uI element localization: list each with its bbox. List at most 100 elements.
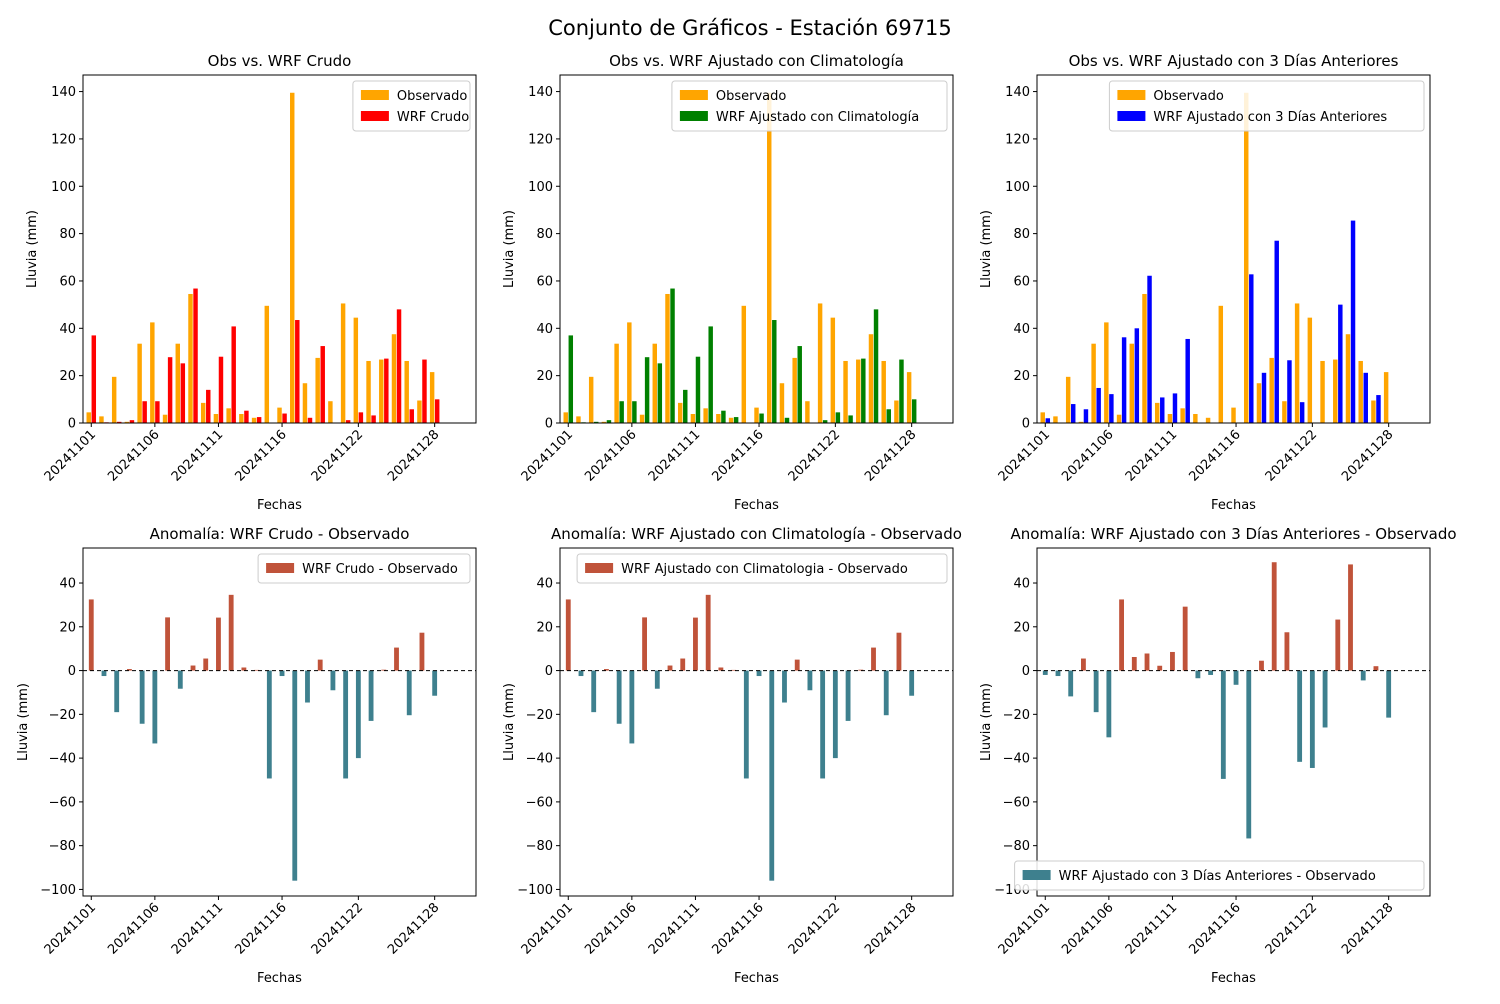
bar-observado — [754, 408, 758, 423]
bar-observado — [742, 306, 746, 423]
x-tick-label: 20241122 — [786, 427, 843, 484]
x-tick-label: 20241122 — [1263, 427, 1320, 484]
bar-observado — [1295, 303, 1299, 423]
bar-anomaly — [216, 618, 221, 671]
bar-anomaly — [591, 671, 596, 713]
bar-anomaly — [280, 671, 285, 676]
y-tick-label: −60 — [1003, 795, 1030, 810]
bar-anomaly — [579, 671, 584, 676]
x-tick-label: 20241106 — [582, 427, 639, 484]
bar-wrf — [772, 320, 776, 423]
y-tick-label: 100 — [51, 180, 76, 195]
bar-wrf — [181, 363, 185, 423]
bar-anomaly — [229, 595, 234, 671]
y-axis-label: Lluvia (mm) — [16, 683, 31, 761]
bar-wrf — [1173, 393, 1177, 423]
figure-title: Conjunto de Gráficos - Estación 69715 — [0, 16, 1500, 40]
y-tick-label: 100 — [1005, 180, 1030, 195]
bar-anomaly — [655, 671, 660, 689]
subplot-4: Anomalía: WRF Crudo - Observado−100−80−6… — [16, 525, 476, 986]
x-tick-label: 20241111 — [646, 900, 703, 957]
y-tick-label: −40 — [526, 752, 553, 767]
bar-observado — [214, 414, 218, 423]
y-tick-label: 0 — [545, 664, 553, 679]
bar-anomaly — [757, 671, 762, 676]
legend-swatch — [585, 563, 613, 573]
bar-anomaly — [833, 671, 838, 759]
bar-wrf — [670, 289, 674, 423]
bar-observado — [831, 318, 835, 423]
y-tick-label: 40 — [59, 322, 76, 337]
bar-anomaly — [191, 666, 196, 671]
bar-wrf — [1249, 274, 1253, 423]
bar-observado — [366, 361, 370, 423]
bar-anomaly — [1335, 620, 1340, 671]
bar-observado — [678, 403, 682, 423]
bar-anomaly — [642, 617, 647, 670]
y-axis-label: Lluvia (mm) — [979, 210, 994, 288]
bar-anomaly — [407, 671, 412, 716]
bar-observado — [1269, 358, 1273, 423]
y-tick-label: 80 — [536, 227, 553, 242]
bar-wrf — [231, 326, 235, 423]
legend-swatch — [361, 90, 389, 100]
y-tick-label: 40 — [59, 577, 76, 592]
bar-observado — [404, 361, 408, 423]
bar-anomaly — [1361, 671, 1366, 681]
y-tick-label: −80 — [49, 839, 76, 854]
x-tick-label: 20241128 — [862, 427, 919, 484]
bar-wrf — [861, 359, 865, 423]
bar-observado — [767, 93, 771, 423]
bar-observado — [354, 318, 358, 423]
bar-observado — [856, 360, 860, 423]
bar-observado — [150, 322, 154, 423]
legend-label: WRF Ajustado con 3 Días Anteriores - Obs… — [1059, 869, 1376, 884]
bar-anomaly — [909, 671, 914, 696]
bar-wrf — [282, 414, 286, 423]
bar-anomaly — [394, 648, 399, 671]
bar-observado — [653, 344, 657, 423]
bar-anomaly — [1132, 657, 1137, 671]
bar-anomaly — [305, 671, 310, 703]
bar-anomaly — [1272, 562, 1277, 670]
bar-anomaly — [89, 599, 94, 670]
bar-observado — [137, 344, 141, 423]
x-tick-label: 20241122 — [309, 900, 366, 957]
bar-anomaly — [1056, 671, 1061, 676]
bar-wrf — [1338, 305, 1342, 423]
bar-observado — [894, 401, 898, 423]
y-tick-label: 140 — [1005, 85, 1030, 100]
legend-swatch — [680, 111, 708, 121]
bar-wrf — [1274, 241, 1278, 423]
bar-wrf — [1287, 360, 1291, 423]
bar-wrf — [696, 357, 700, 423]
bar-anomaly — [668, 666, 673, 671]
bar-anomaly — [566, 599, 571, 670]
bar-wrf — [912, 399, 916, 423]
bar-anomaly — [152, 671, 157, 744]
bar-wrf — [734, 417, 738, 423]
x-tick-label: 20241106 — [582, 900, 639, 957]
y-tick-label: 0 — [68, 664, 76, 679]
bar-observado — [627, 322, 631, 423]
x-tick-label: 20241116 — [1186, 900, 1243, 957]
bar-wrf — [1109, 394, 1113, 423]
subplot-6: Anomalía: WRF Ajustado con 3 Días Anteri… — [979, 525, 1457, 986]
bar-wrf — [658, 363, 662, 423]
y-tick-label: 40 — [1013, 577, 1030, 592]
bar-anomaly — [369, 671, 374, 721]
bar-observado — [1308, 318, 1312, 423]
y-tick-label: 140 — [51, 85, 76, 100]
bar-observado — [780, 383, 784, 423]
x-tick-label: 20241101 — [996, 900, 1053, 957]
bar-wrf — [1300, 402, 1304, 423]
bar-observado — [392, 334, 396, 423]
x-tick-label: 20241122 — [786, 900, 843, 957]
x-tick-label: 20241106 — [1059, 900, 1116, 957]
bar-wrf — [92, 335, 96, 423]
bar-wrf — [1135, 328, 1139, 423]
bar-wrf — [1351, 221, 1355, 423]
bar-wrf — [1046, 418, 1050, 423]
